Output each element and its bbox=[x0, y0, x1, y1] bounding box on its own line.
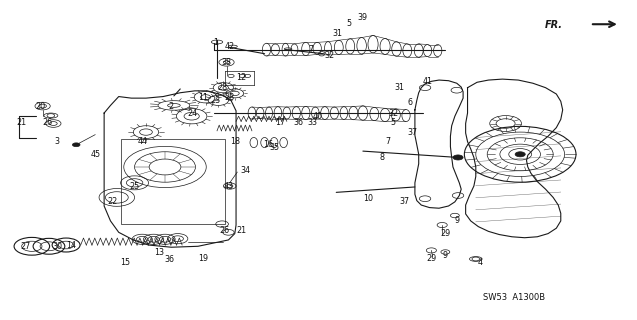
Text: 26: 26 bbox=[42, 118, 52, 127]
Text: 16: 16 bbox=[262, 140, 273, 149]
Circle shape bbox=[515, 152, 526, 157]
Text: 9: 9 bbox=[454, 216, 459, 225]
Text: 38: 38 bbox=[222, 58, 231, 67]
Text: 4: 4 bbox=[478, 258, 483, 267]
Text: 5: 5 bbox=[390, 118, 396, 127]
Text: 39: 39 bbox=[358, 13, 368, 22]
Text: 32: 32 bbox=[325, 52, 335, 60]
Text: 22: 22 bbox=[107, 197, 117, 206]
Text: 12: 12 bbox=[236, 73, 246, 82]
Text: 44: 44 bbox=[137, 137, 147, 146]
Text: 17: 17 bbox=[275, 118, 285, 127]
Text: 33: 33 bbox=[307, 118, 317, 127]
Text: 32: 32 bbox=[389, 108, 398, 117]
Text: 8: 8 bbox=[380, 153, 384, 162]
Text: 3: 3 bbox=[55, 137, 60, 146]
Circle shape bbox=[73, 143, 80, 147]
Text: 11: 11 bbox=[198, 93, 208, 102]
Text: 36: 36 bbox=[293, 118, 303, 127]
Text: 42: 42 bbox=[225, 42, 235, 51]
Text: 2: 2 bbox=[169, 102, 174, 111]
Bar bbox=[120, 139, 225, 224]
Text: 36: 36 bbox=[164, 255, 175, 264]
Text: 31: 31 bbox=[333, 28, 343, 38]
Text: 31: 31 bbox=[395, 83, 404, 92]
Text: 5: 5 bbox=[347, 19, 352, 28]
Text: 29: 29 bbox=[440, 229, 450, 238]
Text: 21: 21 bbox=[236, 226, 246, 235]
Text: 28: 28 bbox=[225, 93, 235, 102]
Text: 43: 43 bbox=[224, 181, 233, 190]
Text: 15: 15 bbox=[120, 258, 130, 267]
Text: 27: 27 bbox=[20, 242, 31, 251]
Text: 26: 26 bbox=[220, 226, 230, 235]
Text: 7: 7 bbox=[385, 137, 391, 146]
Text: SW53  A1300B: SW53 A1300B bbox=[483, 293, 545, 302]
Text: 29: 29 bbox=[426, 254, 436, 263]
Text: 6: 6 bbox=[408, 99, 413, 108]
Text: 7: 7 bbox=[308, 45, 313, 54]
Text: 20: 20 bbox=[36, 102, 46, 111]
Text: FR.: FR. bbox=[545, 20, 562, 30]
Text: 24: 24 bbox=[188, 108, 198, 117]
Text: 14: 14 bbox=[66, 241, 76, 250]
Text: 35: 35 bbox=[269, 143, 279, 152]
Text: 19: 19 bbox=[198, 254, 208, 263]
Text: 25: 25 bbox=[129, 181, 140, 190]
Text: 45: 45 bbox=[90, 150, 100, 159]
Text: 30: 30 bbox=[52, 242, 62, 251]
Text: 9: 9 bbox=[443, 251, 448, 260]
Text: 10: 10 bbox=[363, 194, 373, 203]
Text: 21: 21 bbox=[17, 118, 27, 127]
Text: 13: 13 bbox=[154, 248, 164, 257]
Text: 37: 37 bbox=[399, 197, 409, 206]
Text: 1: 1 bbox=[213, 38, 218, 47]
Text: 28: 28 bbox=[217, 83, 227, 92]
Text: 23: 23 bbox=[211, 96, 221, 105]
Circle shape bbox=[453, 155, 463, 160]
Text: 41: 41 bbox=[422, 77, 433, 86]
Text: 18: 18 bbox=[230, 137, 240, 146]
Text: 37: 37 bbox=[407, 128, 417, 137]
Text: 34: 34 bbox=[241, 166, 250, 175]
Text: 40: 40 bbox=[312, 112, 322, 121]
